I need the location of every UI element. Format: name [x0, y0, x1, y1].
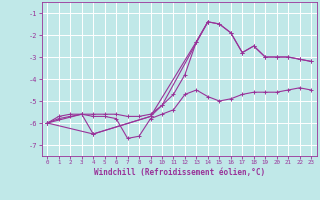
- X-axis label: Windchill (Refroidissement éolien,°C): Windchill (Refroidissement éolien,°C): [94, 168, 265, 177]
